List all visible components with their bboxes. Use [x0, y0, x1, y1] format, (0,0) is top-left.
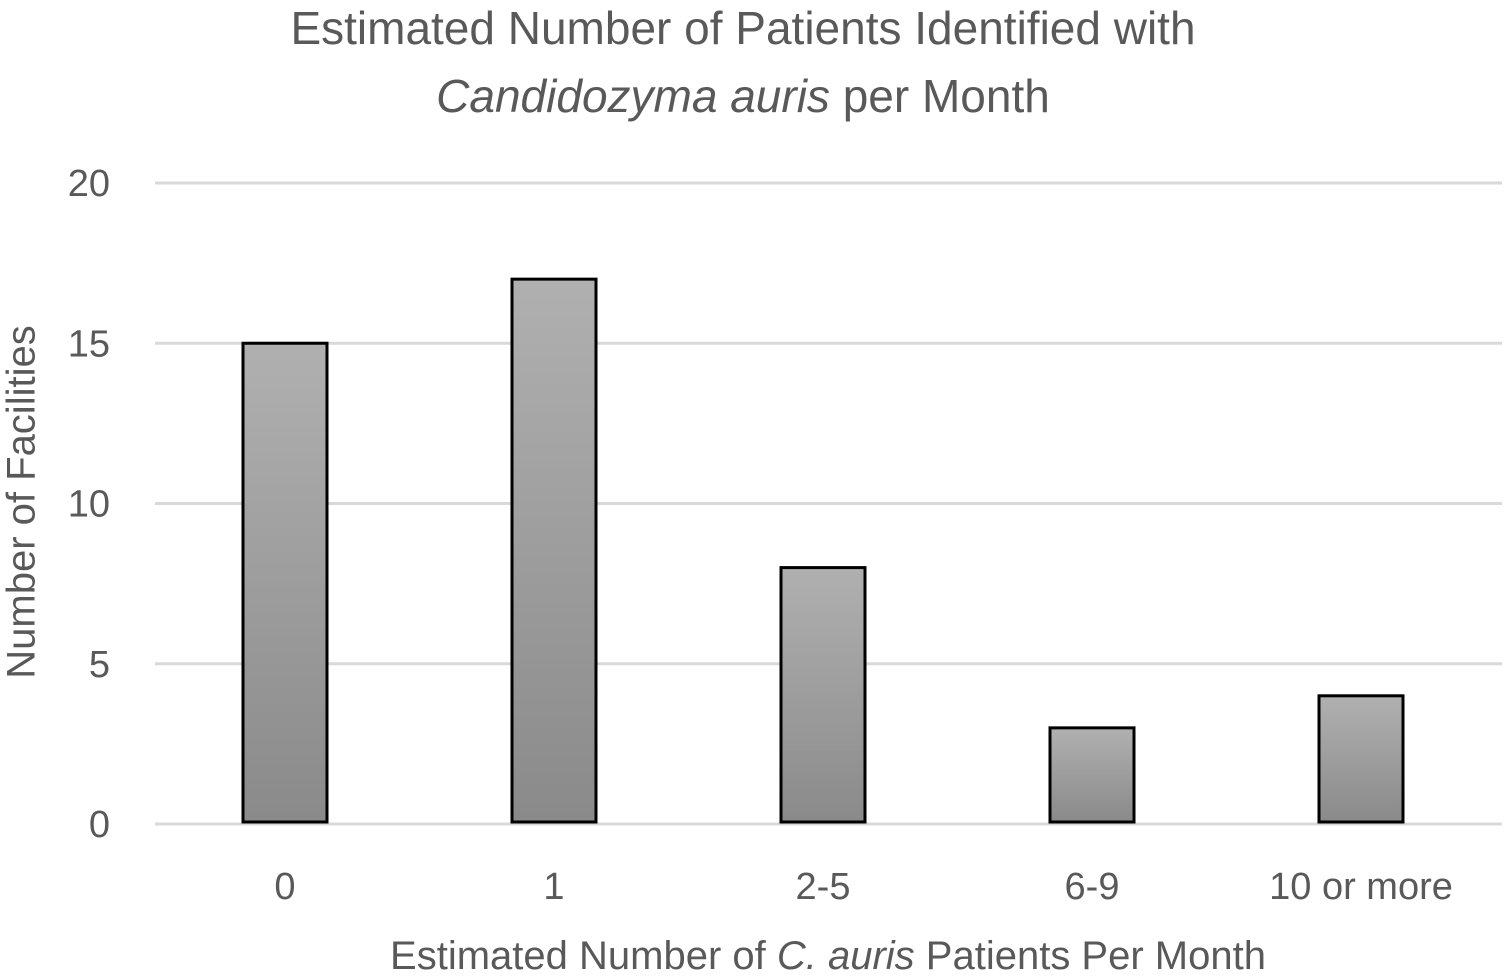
x-axis-label: Estimated Number of C. auris Patients Pe…	[390, 934, 1266, 979]
x-tick-label: 2-5	[796, 866, 851, 908]
bar-6-9	[1048, 726, 1136, 824]
y-tick-labels: 0 5 10 15 20	[68, 163, 110, 846]
x-tick-label: 0	[274, 866, 295, 908]
bar-1	[510, 277, 598, 824]
x-tick-label: 10 or more	[1269, 866, 1453, 908]
bar-0	[241, 341, 329, 824]
y-tick-label: 10	[68, 484, 110, 526]
x-tick-label: 6-9	[1065, 866, 1120, 908]
x-axis-label-pre: Estimated Number of	[390, 934, 777, 978]
x-tick-label: 1	[543, 866, 564, 908]
x-axis-label-species: C. auris	[776, 934, 915, 978]
chart-title-species: Candidozyma auris	[436, 70, 830, 122]
y-tick-label: 20	[68, 163, 110, 205]
bar-2-5	[779, 566, 867, 824]
bar-10-or-more	[1317, 694, 1405, 824]
chart-title-line2: Candidozyma auris per Month	[0, 73, 1486, 119]
x-axis-label-post: Patients Per Month	[914, 934, 1266, 978]
y-tick-label: 15	[68, 323, 110, 365]
y-tick-label: 5	[89, 644, 110, 686]
x-tick-labels: 0 1 2-5 6-9 10 or more	[274, 866, 1452, 908]
chart-title-line1: Estimated Number of Patients Identified …	[290, 2, 1196, 54]
chart-title-suffix: per Month	[829, 70, 1050, 122]
bars	[241, 277, 1405, 824]
y-tick-label: 0	[89, 804, 110, 846]
